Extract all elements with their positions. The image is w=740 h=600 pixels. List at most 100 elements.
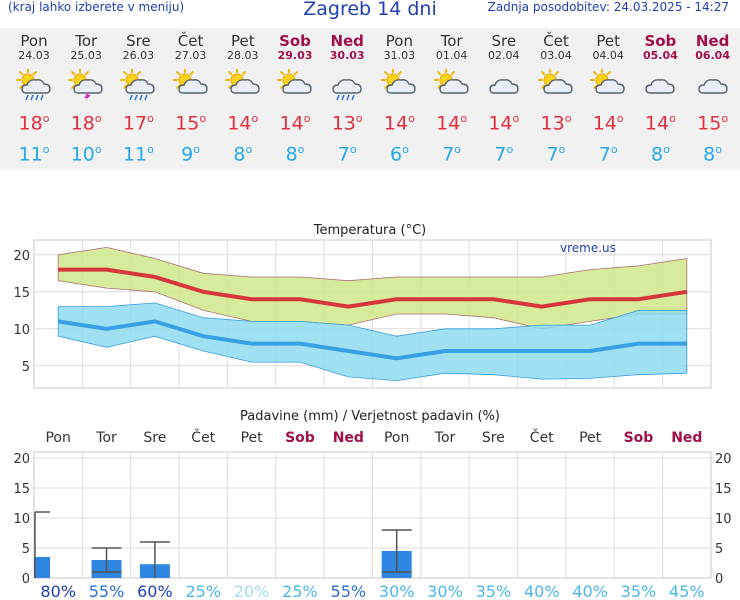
day-forecast: Sre 02.04 14o 7o <box>478 28 530 165</box>
y-tick-label: 20 <box>13 249 30 264</box>
min-temperature-value: 7 <box>442 143 455 166</box>
day-axis-label: Čet <box>191 428 215 446</box>
day-forecast: Tor 01.04 14o 7o <box>426 28 478 165</box>
min-temperature: 11o <box>122 143 154 166</box>
max-temperature: 14o <box>436 112 468 135</box>
max-temperature: 13o <box>331 112 363 135</box>
precipitation-probability: 80% <box>40 582 76 600</box>
min-temperature-value: 9 <box>181 143 194 166</box>
max-temperature: 14o <box>279 112 311 135</box>
precipitation-probability: 30% <box>427 582 463 600</box>
min-temperature-value: 11 <box>18 143 43 166</box>
precipitation-probability: 40% <box>524 582 560 600</box>
max-temperature-value: 14 <box>436 112 461 135</box>
day-name: Sob <box>279 32 311 50</box>
day-forecast: Ned 06.04 15o 8o <box>687 28 739 165</box>
day-forecast: Čet 03.04 13o 7o <box>530 28 582 165</box>
watermark: vreme.us <box>560 241 616 255</box>
day-forecast: Sre 26.03 17o 11o <box>112 28 164 165</box>
day-date: 31.03 <box>383 49 416 62</box>
min-temperature: 10o <box>70 143 102 166</box>
max-temperature: 14o <box>383 112 415 135</box>
sun-cloud-icon <box>277 69 312 94</box>
cloud-icon <box>645 79 676 94</box>
day-date: 25.03 <box>70 49 102 62</box>
y-tick-label: 15 <box>13 482 30 497</box>
min-temperature: 6o <box>389 143 409 166</box>
day-axis-label: Pon <box>384 430 409 446</box>
min-temperature-value: 8 <box>650 143 664 166</box>
min-temperature: 7o <box>442 143 461 166</box>
sun-cloud-icon <box>538 69 573 94</box>
day-axis-label: Sre <box>143 430 166 446</box>
precipitation-probability: 55% <box>89 582 125 600</box>
day-date: 02.04 <box>488 49 520 62</box>
min-temperature-value: 8 <box>285 143 298 166</box>
y-tick-label: 5 <box>22 360 30 375</box>
precipitation-probability: 35% <box>621 582 657 600</box>
min-temperature-value: 6 <box>389 143 403 166</box>
day-name: Čet <box>543 32 569 50</box>
day-name: Pet <box>596 32 620 50</box>
min-temperature-value: 7 <box>546 143 559 166</box>
max-temperature: 17o <box>122 112 154 135</box>
max-temperature: 18o <box>70 112 102 135</box>
day-name: Sre <box>491 32 517 50</box>
day-forecast: Sob 29.03 14o 8o <box>269 28 321 165</box>
day-forecast: Pon 24.03 18o 11o <box>8 28 60 165</box>
y-tick-label-right: 20 <box>715 452 732 467</box>
location-hint: (kraj lahko izberete v meniju) <box>8 0 185 14</box>
temperature-chart-title: Temperatura (°C) <box>313 223 426 238</box>
min-temperature: 7o <box>494 143 514 166</box>
day-forecast: Sob 05.04 14o 8o <box>634 28 686 165</box>
day-name: Ned <box>695 32 730 50</box>
min-temperature-value: 8 <box>233 143 246 166</box>
day-axis-label: Tor <box>95 430 117 446</box>
max-temperature-value: 14 <box>644 112 670 135</box>
day-name: Pet <box>230 32 255 50</box>
y-tick-label-right: 0 <box>715 572 723 587</box>
sun-cloud-icon <box>381 69 417 94</box>
day-axis-label: Sob <box>285 430 315 446</box>
day-date: 29.03 <box>277 49 313 62</box>
precipitation-probability: 30% <box>379 582 415 600</box>
min-temperature: 8o <box>703 143 722 166</box>
precipitation-probability: 60% <box>137 582 173 600</box>
page-title: Zagreb 14 dni <box>303 0 437 20</box>
day-name: Ned <box>330 32 364 50</box>
day-axis-label: Ned <box>333 430 364 446</box>
min-temperature-value: 8 <box>703 143 716 166</box>
cloud-rain-icon <box>332 79 362 101</box>
day-name: Tor <box>440 32 463 50</box>
precipitation-probability: 25% <box>282 582 318 600</box>
day-forecast: Tor 25.03 18o 10o <box>60 28 112 165</box>
y-tick-label: 15 <box>13 286 30 301</box>
max-temperature: 18o <box>18 112 50 135</box>
max-temperature-value: 13 <box>331 112 356 135</box>
max-temperature-value: 14 <box>592 112 617 135</box>
max-temperature: 14o <box>644 112 676 135</box>
max-temperature-value: 15 <box>697 112 722 135</box>
min-temperature: 8o <box>233 143 253 166</box>
sun-cloud-icon <box>590 69 625 94</box>
top-bar: (kraj lahko izberete v meniju) Zagreb 14… <box>0 0 740 24</box>
day-name: Pon <box>385 32 413 50</box>
last-updated: Zadnja posodobitev: 24.03.2025 - 14:27 <box>487 0 729 14</box>
day-date: 03.04 <box>540 49 572 62</box>
day-name: Sre <box>126 32 151 50</box>
precipitation-probability: 20% <box>234 582 270 600</box>
cloud-icon <box>697 79 728 94</box>
sun-cloud-thunder-icon <box>68 69 103 101</box>
precipitation-bar <box>34 557 50 578</box>
precipitation-probability: 45% <box>669 582 705 600</box>
max-temperature-value: 13 <box>540 112 565 135</box>
min-temperature: 8o <box>285 143 305 166</box>
precipitation-chart-title: Padavine (mm) / Verjetnost padavin (%) <box>240 409 500 424</box>
day-name: Pon <box>20 32 48 50</box>
day-date: 24.03 <box>18 49 50 62</box>
min-temperature-value: 7 <box>598 143 611 166</box>
day-date: 27.03 <box>174 49 207 62</box>
charts-area: Temperatura (°C) 5 10 15 20 vreme.us Padavine … <box>13 223 732 600</box>
max-temperature-value: 18 <box>70 112 95 135</box>
day-axis-label: Čet <box>530 428 554 446</box>
